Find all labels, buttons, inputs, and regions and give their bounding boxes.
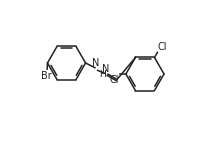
Text: N: N — [102, 64, 110, 74]
Text: Cl: Cl — [158, 42, 167, 52]
Text: N: N — [92, 58, 100, 68]
Text: Cl: Cl — [110, 75, 119, 85]
Text: Br: Br — [41, 71, 52, 81]
Text: H: H — [99, 70, 106, 79]
